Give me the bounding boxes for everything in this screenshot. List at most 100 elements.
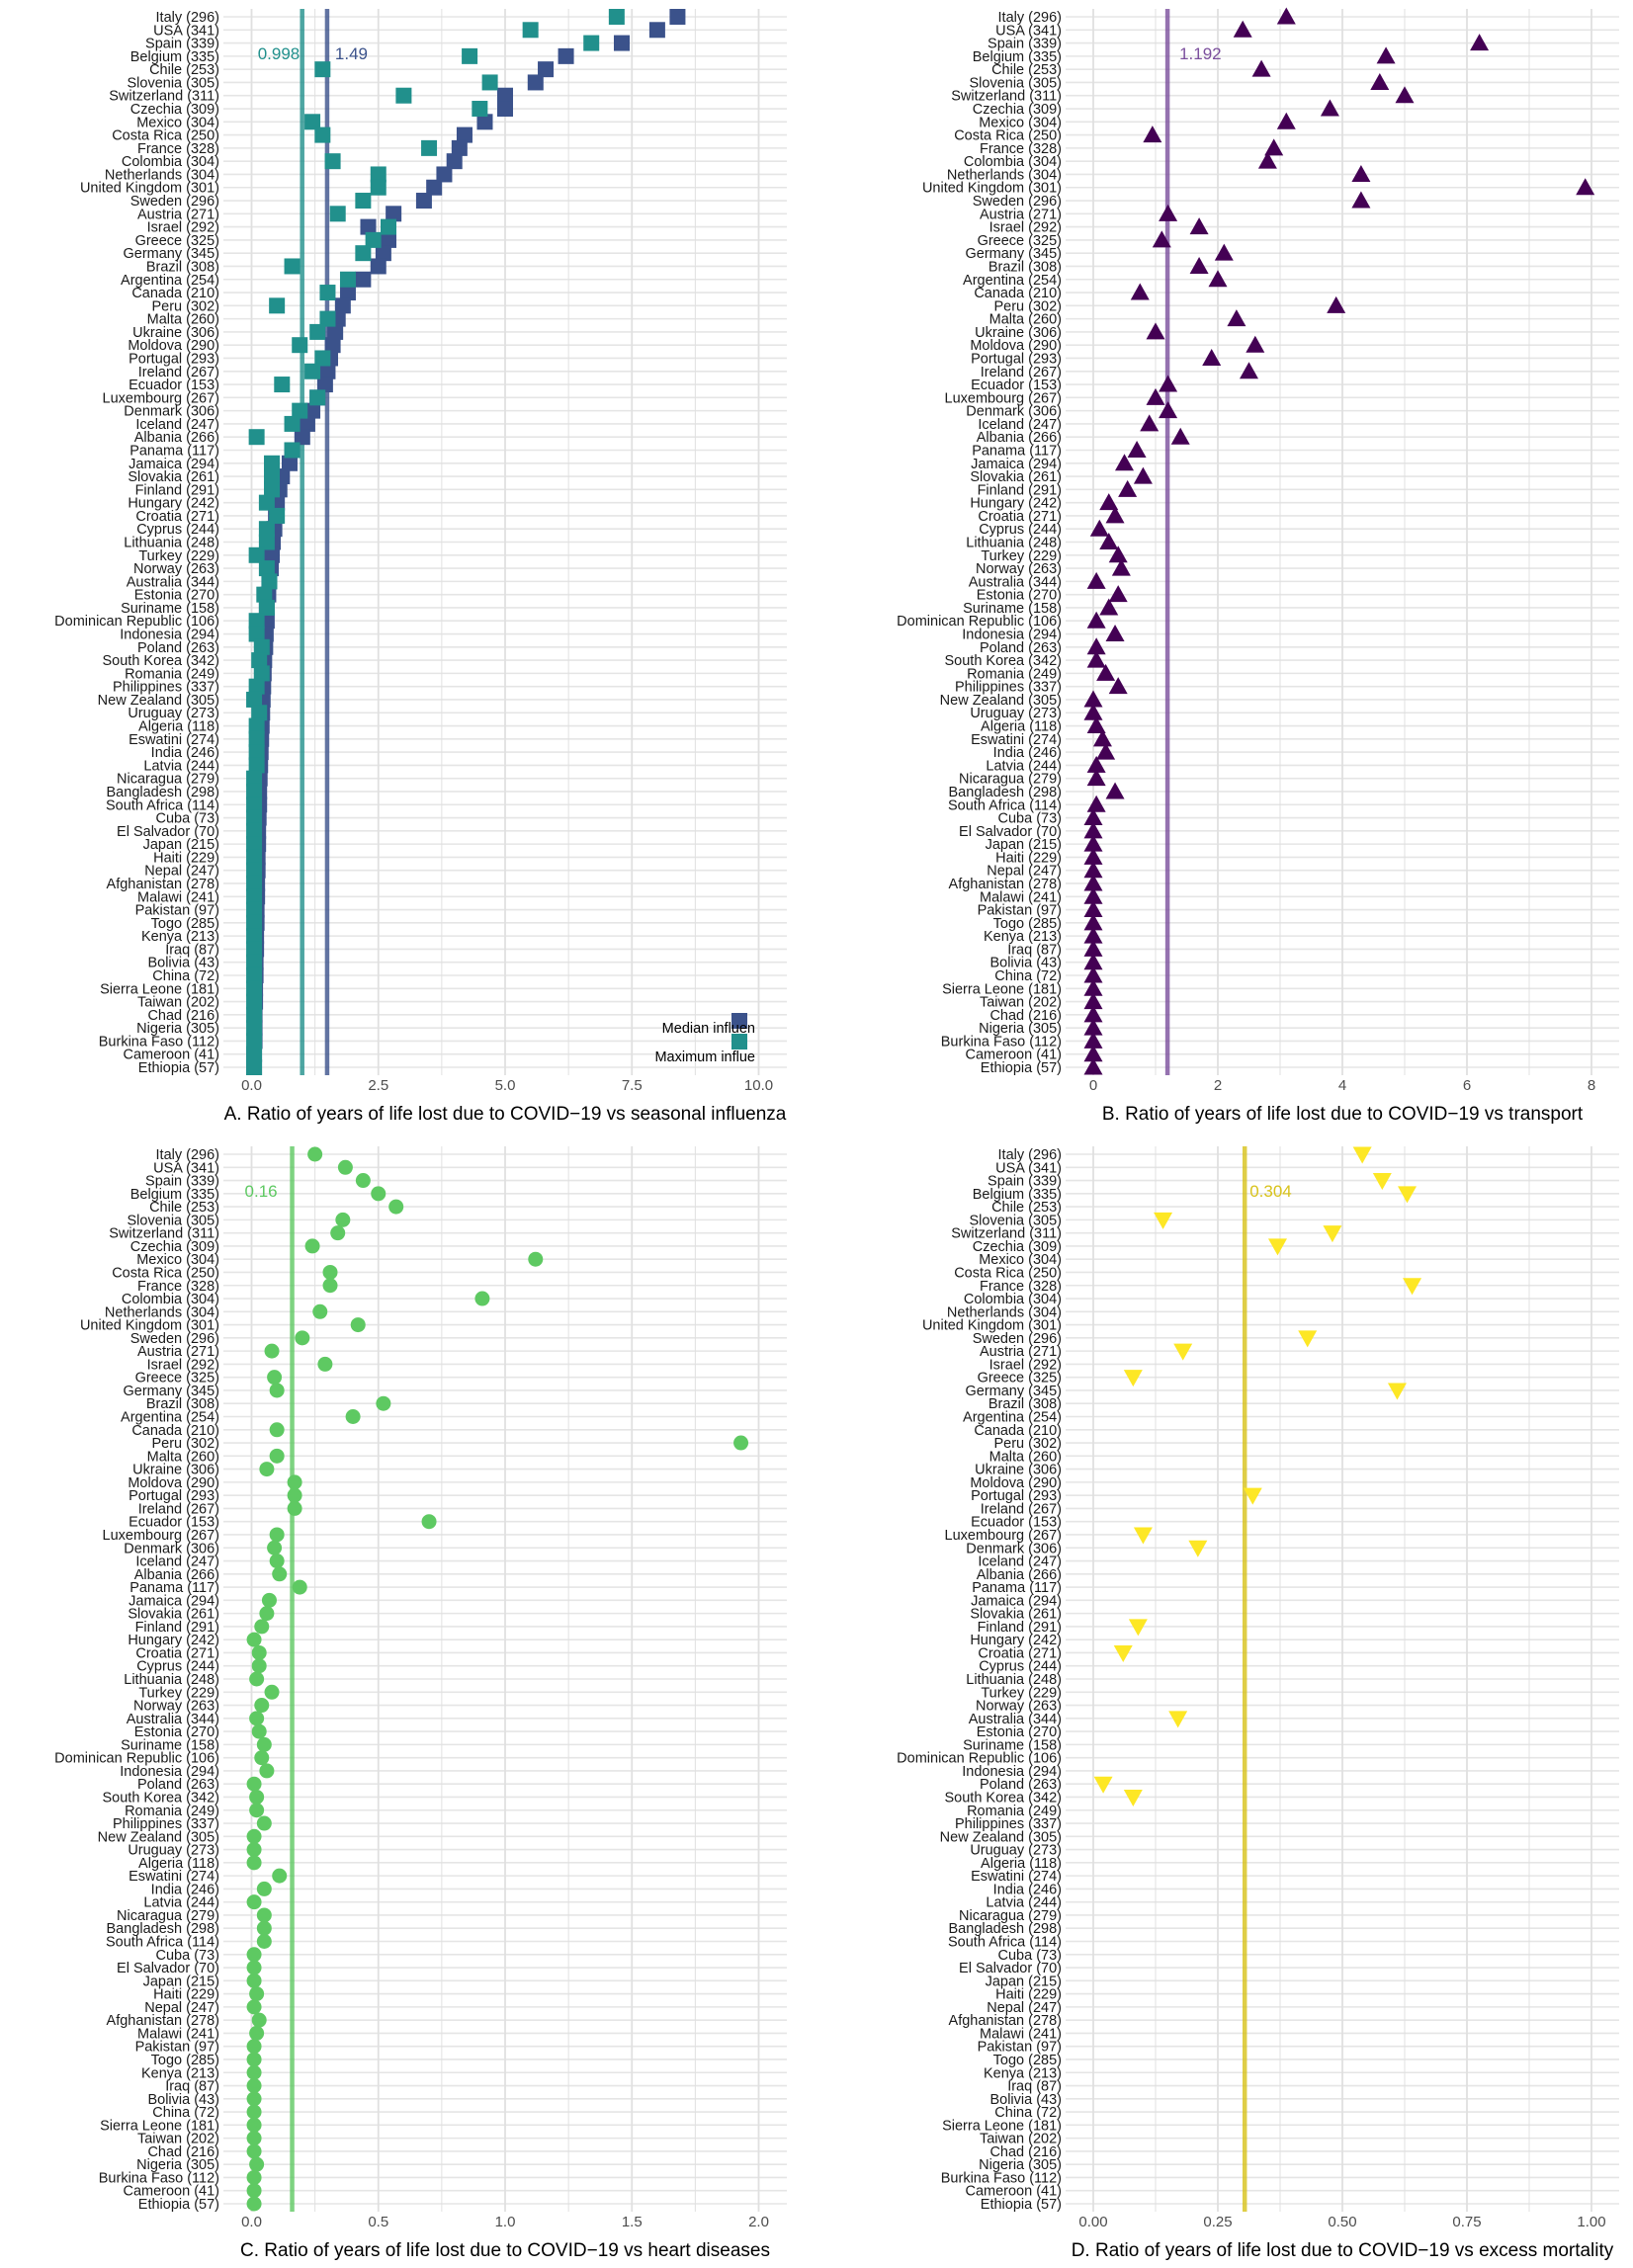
data-point (1264, 138, 1284, 156)
data-point (249, 2025, 265, 2041)
data-point (474, 1291, 490, 1306)
category-label: Afghanistan (278) (949, 2013, 1062, 2029)
data-point (1133, 466, 1153, 484)
data-point (365, 231, 382, 248)
x-tick-label: 2.5 (368, 1077, 388, 1094)
category-label: Jamaica (294) (971, 1593, 1062, 1609)
category-label: United Kingdom (301) (80, 181, 219, 197)
data-point (388, 1199, 404, 1215)
data-point (1140, 414, 1160, 432)
data-point (1189, 217, 1209, 235)
data-point (1214, 243, 1234, 261)
category-label: Ireland (267) (138, 365, 219, 380)
data-point (246, 1632, 262, 1647)
category-label: Argentina (254) (963, 273, 1062, 289)
category-label: El Salvador (70) (959, 824, 1062, 840)
category-label: Bolivia (43) (989, 956, 1062, 971)
data-point (1083, 939, 1103, 957)
category-label: Togo (285) (993, 2053, 1062, 2068)
data-point (259, 1606, 275, 1622)
category-label: Cameroon (41) (965, 1048, 1062, 1063)
category-label: Switzerland (311) (109, 1226, 219, 1242)
x-tick-label: 0.0 (241, 2214, 262, 2230)
data-point (1086, 637, 1106, 655)
category-label: El Salvador (70) (117, 1961, 219, 1976)
data-point (269, 1422, 285, 1438)
category-label: Burkina Faso (112) (941, 2170, 1062, 2186)
data-point (339, 285, 356, 301)
category-label: Panama (117) (129, 1580, 219, 1596)
category-label: Kenya (213) (984, 2065, 1062, 2081)
data-point (319, 310, 336, 327)
data-point (1130, 283, 1150, 300)
data-point (246, 822, 263, 839)
data-point (1127, 440, 1147, 458)
x-tick-label: 7.5 (622, 1077, 643, 1094)
data-point (246, 1855, 262, 1871)
data-point (360, 218, 377, 235)
category-label: Haiti (229) (153, 1987, 219, 2003)
category-label: Sierra Leone (181) (100, 2118, 219, 2134)
data-point (249, 1711, 265, 1726)
category-label: Finland (291) (135, 482, 219, 498)
category-label: Ukraine (306) (132, 1463, 219, 1478)
data-point (287, 1500, 302, 1516)
data-point (314, 61, 331, 78)
data-point (1083, 1045, 1103, 1062)
x-axis-label: B. Ratio of years of life lost due to CO… (1102, 1104, 1584, 1125)
data-point (426, 179, 443, 196)
data-point (253, 665, 270, 682)
data-point (249, 2156, 265, 2172)
data-point (269, 1554, 285, 1569)
x-axis-label: C. Ratio of years of life lost due to CO… (240, 2240, 770, 2261)
x-tick-label: 1.5 (622, 2214, 643, 2230)
category-label: New Zealand (305) (940, 693, 1062, 709)
category-label: Switzerland (311) (109, 89, 219, 105)
category-label: Philippines (337) (113, 1816, 219, 1832)
data-point (1083, 1018, 1103, 1036)
data-point (272, 1566, 288, 1582)
data-point (251, 705, 268, 721)
category-label: Chile (253) (149, 62, 219, 78)
category-label: Moldova (290) (970, 1475, 1062, 1491)
category-label: Mexico (304) (979, 1252, 1062, 1268)
data-point (1099, 533, 1119, 549)
category-label: Denmark (306) (124, 404, 219, 420)
data-point (246, 1947, 262, 1963)
data-point (246, 2039, 262, 2055)
data-point (284, 258, 301, 275)
data-point (256, 1920, 272, 1936)
data-point (1083, 966, 1103, 983)
category-label: Austria (271) (980, 207, 1062, 222)
category-label: Austria (271) (137, 207, 219, 222)
data-point (317, 1356, 333, 1372)
data-point (1352, 1146, 1372, 1164)
data-point (1173, 1343, 1193, 1361)
category-label: Belgium (335) (973, 49, 1062, 65)
category-label: Peru (302) (993, 298, 1062, 314)
category-label: Eswatini (274) (129, 1869, 219, 1885)
data-point (1351, 164, 1371, 182)
data-point (1083, 978, 1103, 996)
data-point (264, 546, 281, 563)
data-point (246, 980, 263, 997)
category-label: Moldova (290) (970, 338, 1062, 354)
category-label: Philippines (337) (955, 1816, 1062, 1832)
data-point (269, 297, 286, 314)
category-label: Colombia (304) (122, 154, 219, 170)
x-tick-label: 1.00 (1577, 2214, 1605, 2230)
data-point (1099, 598, 1119, 616)
category-label: India (246) (993, 745, 1062, 761)
category-label: Iceland (247) (978, 1554, 1062, 1570)
data-point (246, 836, 263, 853)
data-point (267, 1370, 283, 1386)
category-label: Lithuania (248) (966, 1672, 1062, 1688)
x-tick-label: 5.0 (495, 1077, 516, 1094)
data-point (269, 507, 286, 524)
data-point (370, 166, 387, 183)
reference-line-label: 0.304 (1249, 1182, 1292, 1201)
data-point (339, 271, 356, 288)
legend-key-median (731, 1013, 747, 1029)
category-label: Uruguay (273) (128, 706, 219, 721)
